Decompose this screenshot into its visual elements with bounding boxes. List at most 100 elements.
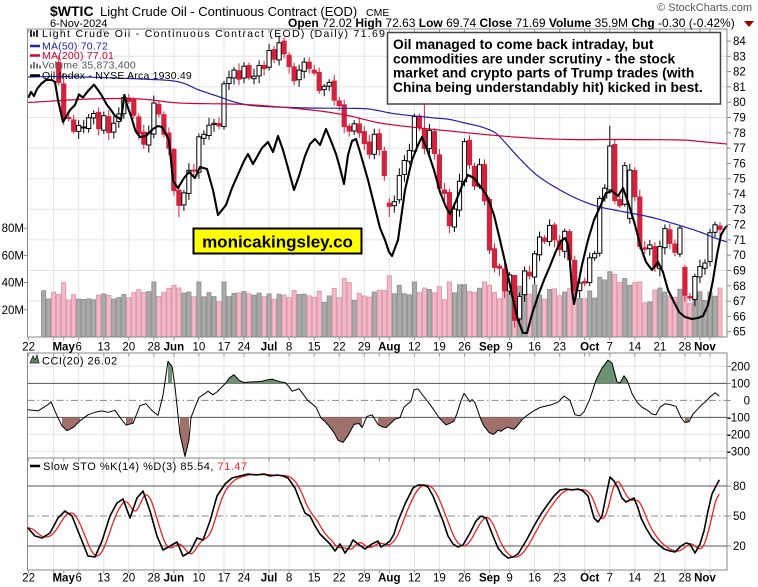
svg-text:22: 22 xyxy=(333,342,346,354)
svg-text:68: 68 xyxy=(733,281,746,293)
svg-text:21: 21 xyxy=(653,342,666,354)
svg-text:71: 71 xyxy=(733,235,746,247)
svg-text:6: 6 xyxy=(75,573,81,585)
svg-text:23: 23 xyxy=(553,342,566,354)
svg-text:14: 14 xyxy=(628,573,641,585)
svg-text:Oil Index - NYSE Arca 1930.49: Oil Index - NYSE Arca 1930.49 xyxy=(42,70,192,82)
svg-text:78: 78 xyxy=(733,128,746,140)
svg-text:74: 74 xyxy=(733,189,746,201)
svg-text:79: 79 xyxy=(733,113,746,125)
svg-text:70: 70 xyxy=(733,250,746,262)
svg-text:10: 10 xyxy=(193,573,206,585)
svg-text:monicakingsley.co: monicakingsley.co xyxy=(202,233,353,252)
svg-text:16: 16 xyxy=(528,342,541,354)
svg-text:Oil managed to come back intra: Oil managed to come back intraday, but xyxy=(393,37,654,52)
svg-text:-300: -300 xyxy=(727,446,750,458)
svg-text:CME: CME xyxy=(366,7,389,19)
svg-text:66: 66 xyxy=(733,311,746,323)
svg-text:8: 8 xyxy=(286,573,292,585)
svg-text:7: 7 xyxy=(607,573,613,585)
svg-text:market and crypto parts of Tru: market and crypto parts of Trump trades … xyxy=(393,66,694,81)
svg-text:22: 22 xyxy=(333,573,346,585)
svg-text:16: 16 xyxy=(528,573,541,585)
svg-text:20M: 20M xyxy=(2,305,24,317)
svg-text:100: 100 xyxy=(731,378,750,390)
svg-text:65: 65 xyxy=(733,327,746,339)
svg-text:81: 81 xyxy=(733,82,746,94)
svg-text:19: 19 xyxy=(433,573,446,585)
svg-text:83: 83 xyxy=(733,51,746,63)
svg-text:69: 69 xyxy=(733,266,746,278)
svg-text:26: 26 xyxy=(458,342,471,354)
svg-text:200: 200 xyxy=(731,361,750,373)
svg-text:Jun: Jun xyxy=(164,573,184,585)
svg-text:Jul: Jul xyxy=(261,573,278,585)
svg-text:12: 12 xyxy=(408,342,421,354)
svg-text:0: 0 xyxy=(744,395,750,407)
svg-text:60M: 60M xyxy=(2,250,24,262)
svg-text:Light Crude Oil - Continuous C: Light Crude Oil - Continuous Contract (E… xyxy=(100,4,357,19)
svg-text:9: 9 xyxy=(506,573,512,585)
svg-text:Oct: Oct xyxy=(580,342,599,354)
svg-text:Slow STO %K(14) %D(3) 85.54, 7: Slow STO %K(14) %D(3) 85.54, 71.47 xyxy=(43,461,248,473)
svg-text:6-Nov-2024: 6-Nov-2024 xyxy=(50,18,107,30)
svg-text:-100: -100 xyxy=(727,412,750,424)
svg-text:MA(200) 77.01: MA(200) 77.01 xyxy=(42,50,114,62)
svg-text:82: 82 xyxy=(733,67,746,79)
svg-text:76: 76 xyxy=(733,158,746,170)
svg-text:Aug: Aug xyxy=(378,573,400,585)
svg-text:22: 22 xyxy=(22,342,35,354)
svg-text:Nov: Nov xyxy=(694,573,716,585)
svg-text:9: 9 xyxy=(506,342,512,354)
svg-text:Jul: Jul xyxy=(261,342,278,354)
svg-text:7: 7 xyxy=(607,342,613,354)
svg-text:21: 21 xyxy=(653,573,666,585)
svg-text:Light Crude Oil - Continuous C: Light Crude Oil - Continuous Contract (E… xyxy=(42,28,386,40)
svg-text:29: 29 xyxy=(358,573,371,585)
svg-text:84: 84 xyxy=(733,36,746,48)
svg-text:23: 23 xyxy=(553,573,566,585)
svg-text:80M: 80M xyxy=(2,223,24,235)
svg-text:Sep: Sep xyxy=(479,342,500,354)
svg-text:Open 72.02 High 72.63 Low 69.7: Open 72.02 High 72.63 Low 69.74 Close 71… xyxy=(288,16,735,30)
svg-text:26: 26 xyxy=(458,573,471,585)
svg-text:MA(50) 70.72: MA(50) 70.72 xyxy=(42,41,108,53)
svg-text:-200: -200 xyxy=(727,429,750,441)
svg-text:12: 12 xyxy=(408,573,421,585)
svg-text:20: 20 xyxy=(122,342,135,354)
svg-text:20: 20 xyxy=(122,573,135,585)
svg-text:73: 73 xyxy=(733,204,746,216)
svg-text:28: 28 xyxy=(147,573,160,585)
svg-text:72: 72 xyxy=(733,220,746,232)
svg-text:commodities are under scrutiny: commodities are under scrutiny - the sto… xyxy=(393,51,675,66)
svg-text:Jun: Jun xyxy=(164,342,184,354)
svg-text:80: 80 xyxy=(733,97,746,109)
svg-text:May: May xyxy=(52,573,75,585)
svg-text:6: 6 xyxy=(75,342,81,354)
svg-text:© StockCharts.com: © StockCharts.com xyxy=(657,2,752,14)
svg-text:29: 29 xyxy=(358,342,371,354)
svg-text:Nov: Nov xyxy=(694,342,716,354)
svg-text:15: 15 xyxy=(308,573,321,585)
svg-text:50: 50 xyxy=(733,511,746,523)
svg-text:Oct: Oct xyxy=(580,573,599,585)
svg-text:CCI(20) 26.02: CCI(20) 26.02 xyxy=(42,356,118,368)
svg-text:Volume 35,873,400: Volume 35,873,400 xyxy=(42,60,136,72)
svg-text:19: 19 xyxy=(433,342,446,354)
svg-text:10: 10 xyxy=(193,342,206,354)
svg-text:80: 80 xyxy=(733,481,746,493)
svg-text:17: 17 xyxy=(218,573,231,585)
svg-text:28: 28 xyxy=(679,573,692,585)
svg-text:Sep: Sep xyxy=(479,573,500,585)
svg-text:17: 17 xyxy=(218,342,231,354)
svg-text:24: 24 xyxy=(238,573,251,585)
svg-text:75: 75 xyxy=(733,174,746,186)
svg-text:13: 13 xyxy=(97,342,110,354)
svg-text:Aug: Aug xyxy=(378,342,400,354)
svg-text:67: 67 xyxy=(733,296,746,308)
svg-text:22: 22 xyxy=(22,573,35,585)
svg-text:14: 14 xyxy=(628,342,641,354)
svg-text:May: May xyxy=(52,342,75,354)
svg-text:28: 28 xyxy=(679,342,692,354)
svg-text:40M: 40M xyxy=(2,278,24,290)
